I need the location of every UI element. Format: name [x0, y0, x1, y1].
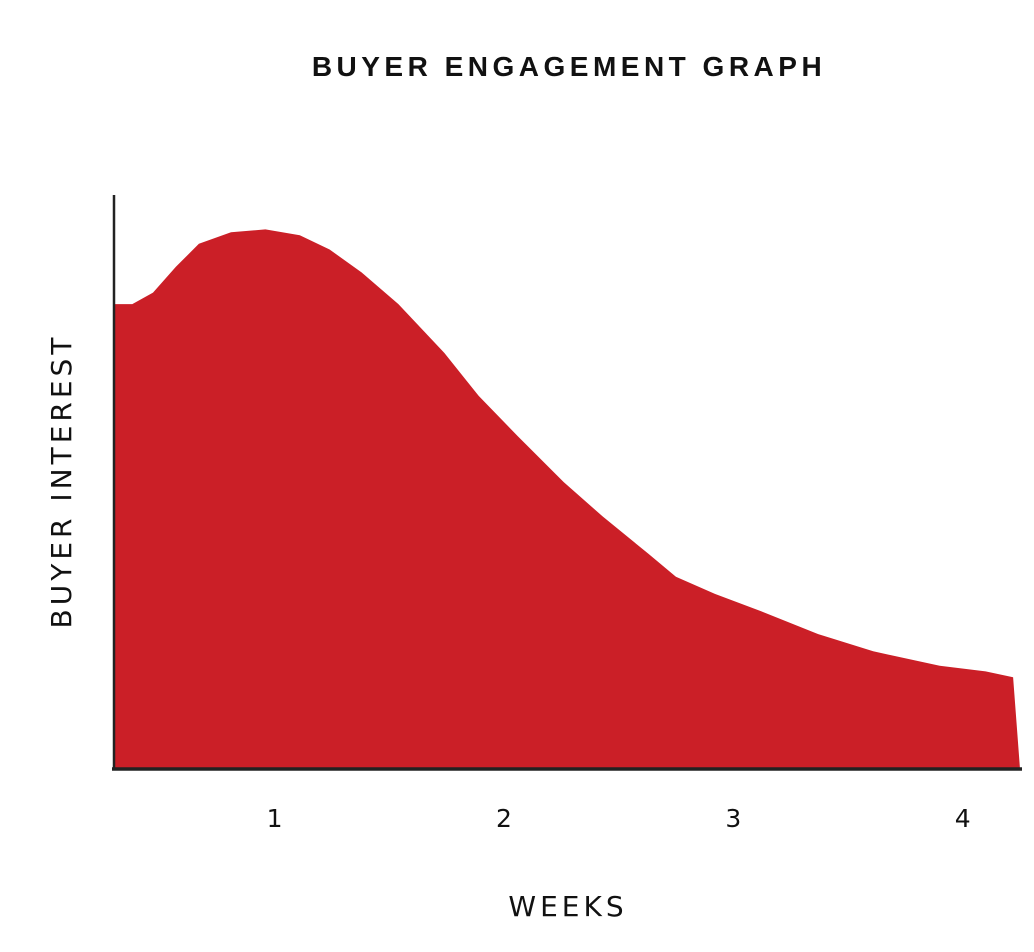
- area-series-0: [114, 229, 1020, 769]
- area-layer: [114, 229, 1020, 769]
- x-tick-label-2: 2: [496, 804, 512, 833]
- x-tick-label-3: 3: [725, 804, 741, 833]
- chart-title: BUYER ENGAGEMENT GRAPH: [312, 51, 826, 82]
- x-tick-label-1: 1: [267, 804, 283, 833]
- x-axis-title: WEEKS: [508, 890, 627, 923]
- y-axis-title: BUYER INTEREST: [45, 334, 78, 629]
- x-tick-label-4: 4: [955, 804, 971, 833]
- x-tick-labels: 1 2 3 4: [267, 804, 971, 833]
